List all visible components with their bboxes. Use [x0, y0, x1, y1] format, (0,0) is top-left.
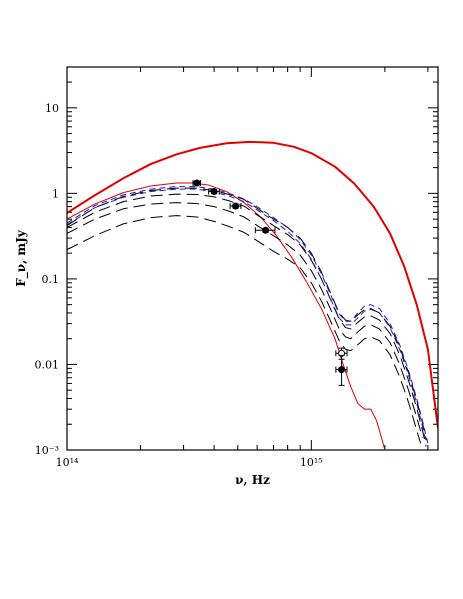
y-tick-label: 10: [45, 102, 59, 115]
model-curves: [67, 140, 438, 450]
model-curve: [67, 187, 427, 441]
model-curve: [67, 193, 427, 447]
plot-frame: [66, 66, 439, 451]
model-curve: [67, 215, 422, 444]
data-point: [335, 347, 348, 360]
model-curve: [67, 188, 427, 444]
x-tick-label: 10¹⁴: [56, 456, 79, 469]
data-point: [335, 355, 348, 386]
y-axis-label: F_ν, mJy: [14, 229, 29, 287]
data-point: [254, 226, 276, 234]
data-point: [192, 179, 202, 187]
data-marker: [232, 202, 240, 210]
y-tick-label: 10⁻³: [35, 444, 59, 457]
data-marker: [338, 366, 346, 374]
data-marker: [210, 188, 218, 196]
x-axis-label: ν, Hz: [235, 473, 270, 487]
x-axis-title: ν, Hz: [235, 473, 270, 487]
data-point: [229, 202, 242, 210]
x-tick-label: 10¹⁵: [300, 456, 323, 469]
tick-labels: 10¹⁴ 10¹⁵ 10 1 0.1 0.01 10⁻³: [35, 102, 323, 469]
axis-ticks: [66, 66, 438, 451]
model-curve: [67, 202, 423, 438]
y-tick-label: 0.01: [35, 358, 60, 371]
model-curve: [67, 186, 429, 444]
observed-points: [192, 179, 348, 386]
y-tick-label: 1: [52, 187, 59, 200]
data-marker: [262, 226, 270, 234]
data-point: [208, 188, 220, 196]
data-marker: [193, 179, 201, 187]
model-curve: [67, 182, 386, 450]
model-curve: [67, 140, 438, 429]
y-tick-label: 0.1: [42, 273, 60, 286]
